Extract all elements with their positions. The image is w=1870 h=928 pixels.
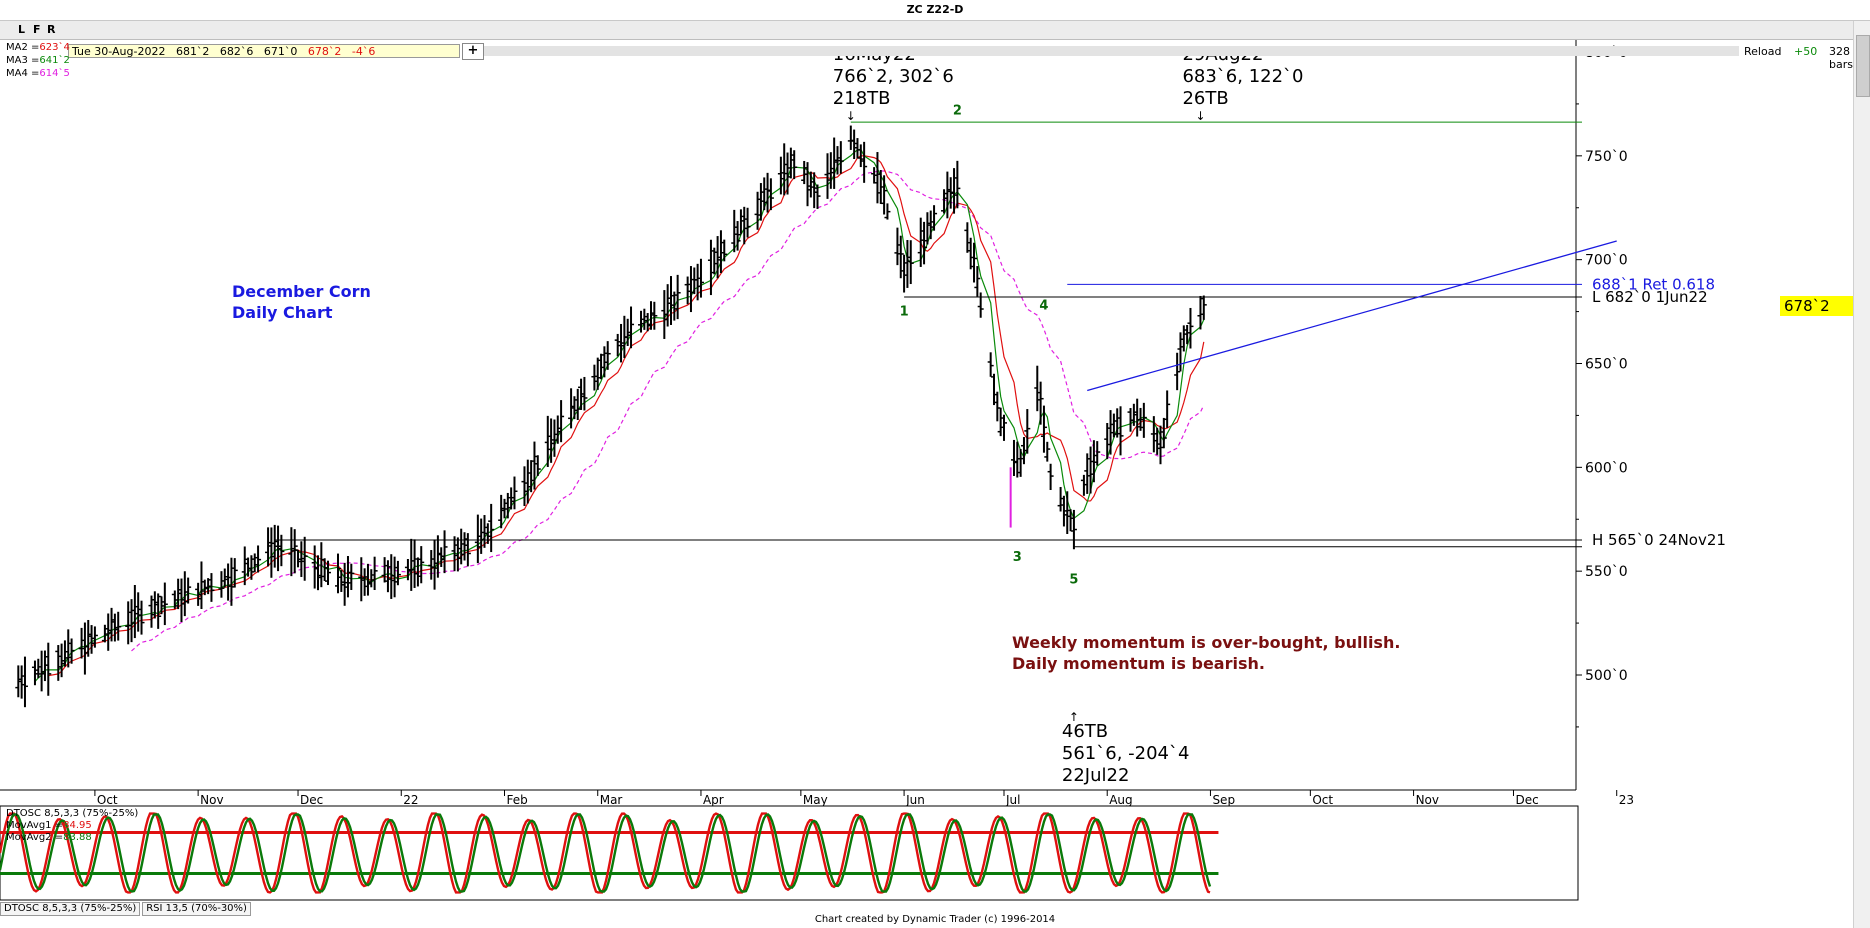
price-tick-label: 750`0 xyxy=(1585,149,1628,165)
time-tick-label: Nov xyxy=(200,793,223,807)
annotation-arrow: ↓ xyxy=(846,109,856,123)
chart-title: ZC Z22-D xyxy=(906,3,964,16)
ma4-name: MA4 xyxy=(6,68,28,79)
oscillator-movavg2-label: MovAvg2 =83.88 xyxy=(6,832,92,843)
time-tick-label: Oct xyxy=(97,793,118,807)
movavg2-value: 83.88 xyxy=(63,832,92,843)
price-tick-label: 500`0 xyxy=(1585,668,1628,684)
indicator-tabs: DTOSC 8,5,3,3 (75%-25%) RSI 13,5 (70%-30%… xyxy=(0,902,1580,916)
wave-label: 1 xyxy=(900,305,909,320)
movavg1-value: 84.95 xyxy=(63,820,92,831)
title-bar: ZC Z22-D xyxy=(0,0,1870,21)
time-tick-label: 22 xyxy=(403,793,418,807)
annotation-text: 26TB xyxy=(1182,88,1228,109)
button-l[interactable]: L xyxy=(18,23,26,36)
vertical-scrollbar[interactable] xyxy=(1853,21,1870,928)
ma2-line xyxy=(48,155,1205,677)
annotation-text: 561`6, -204`4 xyxy=(1062,743,1190,764)
ma4-legend: MA4 =614`5 xyxy=(6,68,70,79)
time-tick-label: Oct xyxy=(1312,793,1333,807)
scrollbar-thumb[interactable] xyxy=(1856,35,1870,97)
wave-label: 2 xyxy=(953,103,962,118)
time-tick-label: Mar xyxy=(600,793,623,807)
level-label: 688`1 Ret 0.618 xyxy=(1592,275,1715,293)
level-label: L 682`0 1Jun22 xyxy=(1592,288,1708,306)
annotation-text: 766`2, 302`6 xyxy=(833,66,954,87)
annotation-text: 46TB xyxy=(1062,721,1108,742)
annotation-text: 218TB xyxy=(833,88,891,109)
time-tick-label: Jun xyxy=(905,793,925,807)
button-r[interactable]: R xyxy=(47,23,56,36)
annotation-text: 22Jul22 xyxy=(1062,765,1130,786)
time-tick-label: Apr xyxy=(703,793,724,807)
momentum-note: Daily momentum is bearish. xyxy=(1012,654,1265,673)
momentum-note: Weekly momentum is over-bought, bullish. xyxy=(1012,633,1400,652)
price-tick-label: 550`0 xyxy=(1585,564,1628,580)
time-tick-label: Aug xyxy=(1109,793,1132,807)
quote-change: -4`6 xyxy=(351,45,376,58)
toolbar: L F R Tue 30-Aug-2022 681`2 682`6 671`0 … xyxy=(0,21,1870,71)
time-tick-label: Nov xyxy=(1416,793,1439,807)
oscillator-movavg1 xyxy=(0,812,1211,894)
button-f[interactable]: F xyxy=(33,23,41,36)
plus50-button[interactable]: +50 xyxy=(1794,45,1818,58)
annotation-text: 683`6, 122`0 xyxy=(1182,66,1303,87)
chart-note: Daily Chart xyxy=(232,303,333,322)
time-tick-label: Dec xyxy=(1515,793,1538,807)
ma2-value: 623`4 xyxy=(39,42,70,53)
wave-label: 4 xyxy=(1039,299,1048,314)
ma3-legend: MA3 =641`2 xyxy=(6,55,70,66)
quote-values: Tue 30-Aug-2022 681`2 682`6 671`0 xyxy=(72,45,298,58)
oscillator-movavg2 xyxy=(0,813,1212,893)
time-tick-label: Sep xyxy=(1212,793,1235,807)
add-button[interactable]: + xyxy=(462,43,484,60)
oscillator-title: DTOSC 8,5,3,3 (75%-25%) xyxy=(6,808,138,819)
quote-last: 678`2 xyxy=(307,45,342,58)
footer-credit: Chart created by Dynamic Trader (c) 1996… xyxy=(814,914,1056,925)
last-price-flag: 678`2 xyxy=(1780,296,1853,316)
wave-label: 3 xyxy=(1013,550,1022,565)
oscillator-movavg1-label: MovAvg1 =84.95 xyxy=(6,820,92,831)
time-tick-label: May xyxy=(803,793,828,807)
chart-note: December Corn xyxy=(232,282,371,301)
ma3-name: MA3 xyxy=(6,55,28,66)
level-label: H 565`0 24Nov21 xyxy=(1592,531,1726,549)
tab-rsi[interactable]: RSI 13,5 (70%-30%) xyxy=(142,902,251,916)
price-tick-label: 700`0 xyxy=(1585,253,1628,269)
annotation-arrow: ↓ xyxy=(1195,109,1205,123)
time-tick-label: 23 xyxy=(1619,793,1634,807)
ma2-legend: MA2 =623`4 xyxy=(6,42,70,53)
price-tick-label: 600`0 xyxy=(1585,460,1628,476)
trendline xyxy=(1087,240,1617,392)
tab-dtosc[interactable]: DTOSC 8,5,3,3 (75%-25%) xyxy=(0,902,141,916)
ma3-value: 641`2 xyxy=(39,55,70,66)
bar-count: 328 bars xyxy=(1829,45,1853,71)
time-tick-label: Dec xyxy=(300,793,323,807)
ma3-line xyxy=(34,148,1205,682)
reload-button[interactable]: Reload xyxy=(1744,45,1782,58)
quote-box: Tue 30-Aug-2022 681`2 682`6 671`0 678`2 … xyxy=(68,44,460,58)
price-tick-label: 650`0 xyxy=(1585,357,1628,373)
toolbar-spacer xyxy=(484,46,1739,56)
wave-label: 5 xyxy=(1069,573,1078,588)
time-tick-label: Feb xyxy=(506,793,527,807)
annotation-arrow: ↑ xyxy=(1069,710,1079,724)
ma4-value: 614`5 xyxy=(39,68,70,79)
ma4-line xyxy=(131,170,1205,652)
time-tick-label: Jul xyxy=(1005,793,1020,807)
ma2-name: MA2 xyxy=(6,42,28,53)
